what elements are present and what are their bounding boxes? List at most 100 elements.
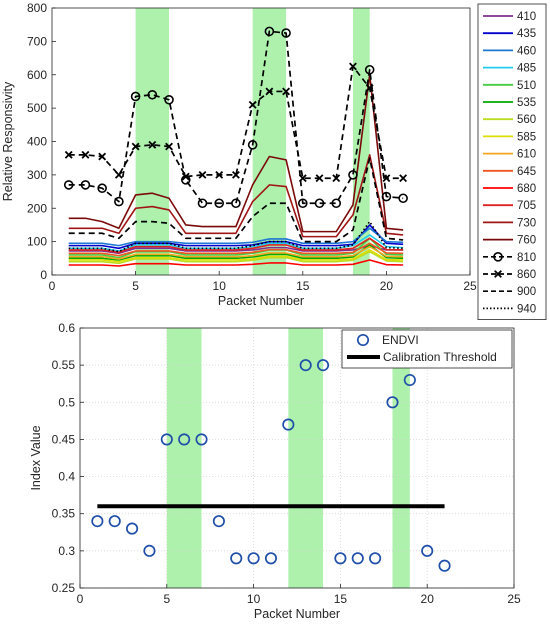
endvi-point [264,552,278,565]
legend-label-410: 410 [517,11,536,23]
series-marker-860 [198,170,207,179]
top-y-tick-label: 400 [27,135,47,149]
series-marker-810 [130,91,141,102]
series-marker-860 [181,172,190,181]
endvi-point [195,433,208,446]
legend-label-680: 680 [517,183,536,195]
bottom-x-axis-label: Packet Number [254,607,340,621]
top-highlight-band [135,8,170,275]
legend-label-810: 810 [517,252,536,264]
series-marker-860 [165,142,173,151]
legend-label-435: 435 [517,28,536,40]
legend-label-460: 460 [517,45,536,57]
top-y-tick-label: 800 [27,1,47,15]
legend-label-940: 940 [517,303,536,315]
bottom-y-tick-label: 0.4 [58,470,75,484]
endvi-point [403,373,416,387]
endvi-point [160,433,173,446]
series-marker-860 [265,87,274,96]
series-marker-810 [264,26,275,37]
bottom-highlight-band [288,328,324,588]
series-marker-810 [97,183,107,194]
series-line-585 [68,249,404,263]
series-marker-810 [381,191,392,202]
top-y-tick-label: 0 [40,268,47,282]
top-x-tick-label: 0 [49,279,56,293]
endvi-point [316,359,330,372]
series-marker-860 [382,174,391,183]
endvi-point [334,552,347,565]
series-marker-860 [81,150,90,159]
top-y-axis-label: Relative Responsivity [1,81,15,201]
series-marker-860 [298,174,307,183]
series-line-510 [68,237,404,259]
legend-label-510: 510 [517,80,536,92]
bottom-y-tick-label: 0.6 [58,321,75,335]
endvi-point [108,515,121,528]
bottom-highlight-band [392,328,410,588]
top-y-tick-label: 300 [27,168,47,182]
legend-label-860: 860 [517,269,536,281]
legend-label-705: 705 [517,200,536,212]
series-line-410 [68,244,404,255]
series-marker-860 [399,174,408,183]
top-x-tick-label: 10 [213,279,227,293]
bottom-x-tick-label: 15 [334,592,348,606]
bottom-x-tick-label: 5 [163,592,170,606]
endvi-point [386,396,399,409]
series-line-900 [68,157,404,243]
series-line-560 [68,250,404,265]
legend-label-760: 760 [517,235,536,247]
series-marker-810 [398,193,408,204]
series-marker-810 [114,196,124,207]
series-marker-810 [281,28,291,38]
series-marker-810 [348,170,358,180]
chart-index-value: 0 5 10 15 20 25 0.25 0.3 0.35 0.4 0.45 0.5 0.55 0.6 Pa… [29,321,521,621]
series-marker-860 [282,87,291,96]
series-marker-810 [247,140,258,150]
series-line-680 [68,259,404,267]
series-marker-810 [297,198,308,209]
legend-label-535: 535 [517,97,536,109]
bottom-y-tick-label: 0.5 [58,395,75,409]
endvi-point [230,552,243,565]
endvi-point [91,515,104,528]
bottom-x-tick-label: 0 [77,592,84,606]
top-x-tick-label: 20 [380,279,394,293]
legend-label-900: 900 [517,286,536,298]
legend-label-calibration-threshold: Calibration Threshold [383,350,497,364]
legend-marker-860 [494,270,502,278]
series-marker-860 [365,84,374,93]
series-marker-810 [63,180,74,190]
series-line-460 [68,227,404,247]
legend-label-730: 730 [517,217,536,229]
bottom-y-tick-label: 0.45 [52,432,76,446]
top-y-tick-label: 100 [27,235,47,249]
endvi-point [369,552,382,565]
series-marker-810 [314,198,325,209]
series-line-940 [68,220,404,253]
legend-swatch-endvi [356,333,370,347]
series-line-810 [68,30,404,205]
series-marker-810 [331,198,342,209]
series-marker-810 [214,198,224,209]
top-y-tick-label: 600 [27,68,47,82]
bottom-x-tick-label: 20 [421,592,435,606]
endvi-point [299,359,312,372]
bottom-y-tick-label: 0.55 [52,358,76,372]
legend-label-610: 610 [517,149,536,161]
series-marker-860 [332,174,341,183]
series-line-645 [68,242,404,257]
series-marker-810 [80,180,91,190]
series-marker-860 [349,62,357,71]
legend-label-585: 585 [517,131,536,143]
legend-label-endvi: ENDVI [382,333,419,347]
series-marker-860 [148,140,157,149]
bottom-y-tick-label: 0.25 [52,581,76,595]
series-marker-860 [231,170,240,179]
series-marker-810 [147,89,158,100]
series-marker-860 [248,100,257,109]
top-y-tick-label: 700 [27,34,47,48]
series-marker-810 [197,198,208,209]
series-line-730 [68,154,404,238]
